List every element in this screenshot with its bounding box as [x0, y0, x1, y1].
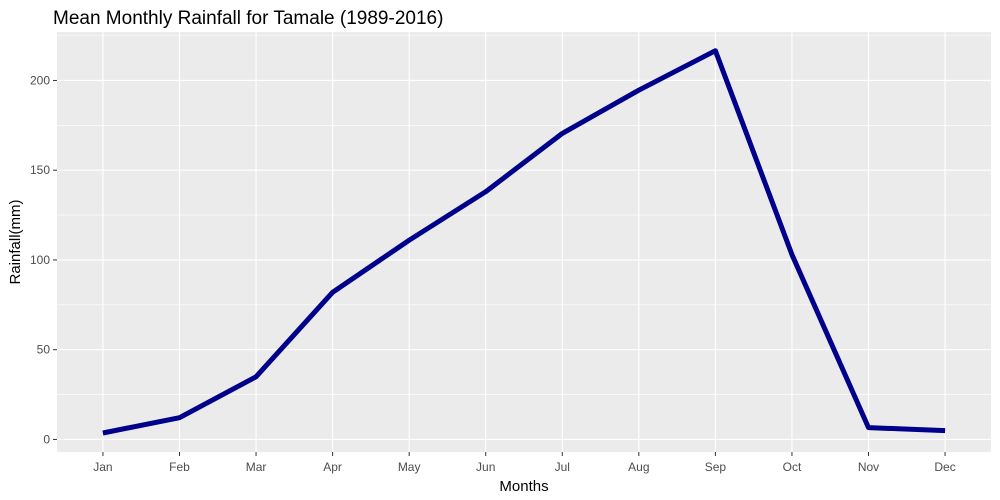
x-tick-label: Mar	[246, 460, 267, 474]
x-tick-label: Jun	[476, 460, 495, 474]
x-tick-label: Sep	[705, 460, 727, 474]
chart-title: Mean Monthly Rainfall for Tamale (1989-2…	[53, 8, 443, 29]
y-tick-label: 200	[30, 73, 50, 87]
y-tick-label: 150	[30, 163, 50, 177]
x-tick-label: May	[398, 460, 421, 474]
y-tick-label: 50	[37, 343, 51, 357]
y-axis-title: Rainfall(mm)	[7, 199, 24, 284]
x-tick-label: Aug	[628, 460, 649, 474]
x-tick-label: Feb	[169, 460, 190, 474]
x-tick-label: Nov	[858, 460, 879, 474]
y-tick-label: 100	[30, 253, 50, 267]
x-tick-label: Jan	[93, 460, 112, 474]
y-tick-label: 0	[43, 432, 50, 446]
x-tick-label: Jul	[555, 460, 570, 474]
x-axis-title: Months	[499, 478, 548, 495]
series-layer	[102, 48, 946, 436]
x-tick-label: Apr	[323, 460, 342, 474]
y-axis: 0 50 100 150 200	[30, 73, 57, 446]
series-line	[102, 48, 946, 436]
plot-panel	[57, 32, 991, 452]
x-tick-label: Oct	[783, 460, 802, 474]
x-axis: Jan Feb Mar Apr May Jun Jul Aug Sep Oct Nov Dec	[93, 452, 956, 474]
minor-gridlines	[57, 35, 991, 395]
x-tick-label: Dec	[934, 460, 955, 474]
